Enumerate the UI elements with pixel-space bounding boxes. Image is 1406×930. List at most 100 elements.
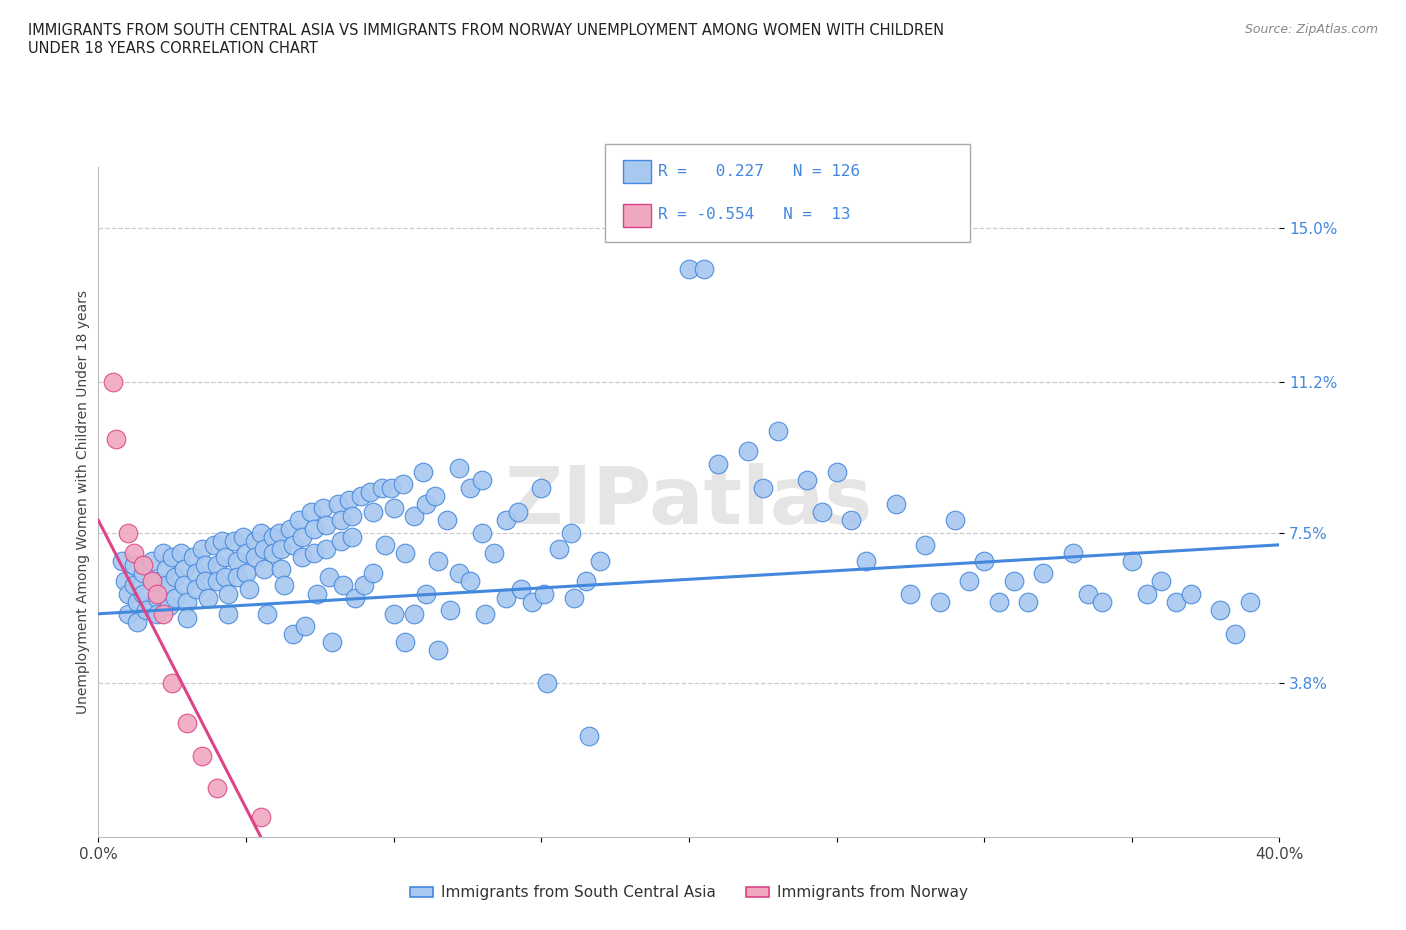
- Point: [796, 472, 818, 487]
- Point: [176, 716, 198, 731]
- Point: [250, 809, 273, 824]
- Point: [855, 553, 877, 568]
- Point: [103, 375, 125, 390]
- Point: [548, 541, 571, 556]
- Point: [374, 538, 396, 552]
- Point: [315, 541, 337, 556]
- Point: [900, 586, 922, 601]
- Point: [105, 432, 128, 446]
- Point: [423, 488, 446, 503]
- Point: [157, 598, 180, 613]
- Point: [415, 497, 437, 512]
- Point: [117, 606, 139, 621]
- Point: [122, 546, 145, 561]
- Point: [205, 781, 228, 796]
- Point: [987, 594, 1010, 609]
- Text: ZIPatlas: ZIPatlas: [505, 463, 873, 541]
- Point: [226, 570, 249, 585]
- Point: [132, 558, 155, 573]
- Point: [184, 582, 207, 597]
- Point: [1209, 603, 1232, 618]
- Point: [262, 529, 284, 544]
- Point: [1164, 594, 1187, 609]
- Point: [1062, 546, 1084, 561]
- Point: [337, 493, 360, 508]
- Point: [141, 574, 163, 589]
- Point: [283, 538, 305, 552]
- Point: [117, 525, 139, 540]
- Point: [165, 591, 187, 605]
- Point: [1150, 574, 1173, 589]
- Point: [132, 565, 155, 580]
- Point: [560, 525, 582, 540]
- Point: [737, 444, 759, 458]
- Point: [117, 586, 139, 601]
- Point: [353, 578, 375, 592]
- Point: [312, 501, 335, 516]
- Point: [342, 529, 364, 544]
- Point: [326, 497, 349, 512]
- Point: [184, 565, 207, 580]
- Point: [495, 513, 517, 528]
- Point: [143, 574, 166, 589]
- Point: [235, 546, 257, 561]
- Point: [299, 505, 322, 520]
- Point: [146, 591, 169, 605]
- Point: [194, 558, 217, 573]
- Point: [344, 591, 367, 605]
- Point: [217, 586, 239, 601]
- Point: [243, 533, 266, 548]
- Point: [250, 525, 273, 540]
- Point: [693, 261, 716, 276]
- Point: [253, 562, 276, 577]
- Point: [973, 553, 995, 568]
- Text: Source: ZipAtlas.com: Source: ZipAtlas.com: [1244, 23, 1378, 36]
- Point: [884, 497, 907, 512]
- Point: [1017, 594, 1039, 609]
- Point: [371, 481, 394, 496]
- Point: [197, 591, 219, 605]
- Point: [391, 476, 413, 491]
- Point: [959, 574, 981, 589]
- Point: [155, 562, 177, 577]
- Point: [1077, 586, 1099, 601]
- Point: [766, 424, 789, 439]
- Point: [318, 570, 340, 585]
- Point: [350, 488, 373, 503]
- Point: [111, 553, 134, 568]
- Point: [262, 546, 284, 561]
- Point: [361, 505, 384, 520]
- Point: [302, 546, 325, 561]
- Point: [214, 570, 236, 585]
- Point: [509, 582, 531, 597]
- Point: [574, 574, 596, 589]
- Point: [181, 550, 204, 565]
- Point: [394, 635, 416, 650]
- Point: [211, 533, 233, 548]
- Point: [214, 550, 236, 565]
- Point: [394, 546, 416, 561]
- Point: [522, 594, 544, 609]
- Text: R =   0.227   N = 126: R = 0.227 N = 126: [658, 164, 860, 179]
- Point: [678, 261, 700, 276]
- Point: [122, 558, 145, 573]
- Point: [447, 460, 470, 475]
- Point: [238, 582, 260, 597]
- Point: [162, 550, 183, 565]
- Point: [191, 749, 214, 764]
- Point: [361, 565, 384, 580]
- Point: [224, 533, 246, 548]
- Point: [1091, 594, 1114, 609]
- Point: [332, 578, 354, 592]
- Point: [176, 610, 198, 625]
- Point: [1032, 565, 1054, 580]
- Point: [562, 591, 585, 605]
- Point: [305, 586, 328, 601]
- Point: [288, 513, 311, 528]
- Point: [125, 594, 148, 609]
- Point: [125, 615, 148, 630]
- Point: [589, 553, 612, 568]
- Point: [404, 509, 426, 524]
- Point: [707, 457, 730, 472]
- Point: [460, 481, 482, 496]
